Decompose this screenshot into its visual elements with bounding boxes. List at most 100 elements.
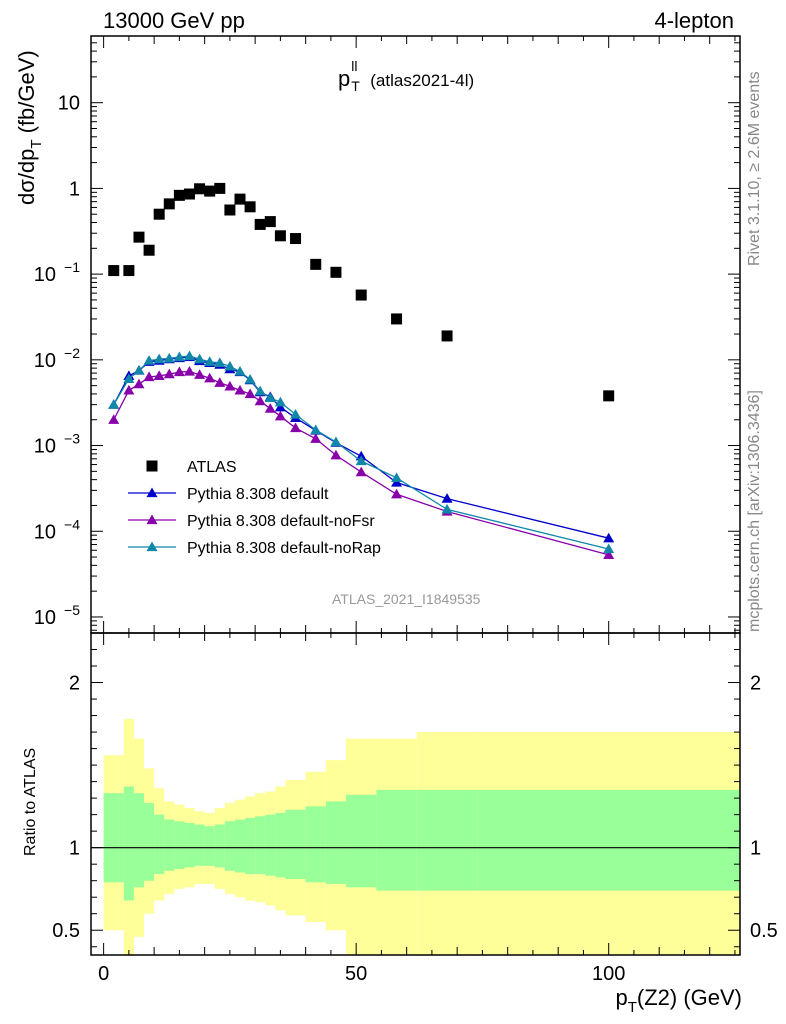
inner-band-bin — [184, 822, 195, 868]
data-point — [254, 395, 266, 406]
y-tick-label: 10 — [34, 436, 56, 458]
inner-band-bin — [325, 801, 347, 884]
data-point — [204, 372, 216, 383]
legend-marker — [146, 460, 158, 472]
inner-band-bin — [174, 821, 185, 870]
data-point-atlas — [274, 230, 286, 242]
ratio-y-tick-label: 0.5 — [52, 920, 80, 942]
data-point — [441, 503, 453, 514]
data-point — [153, 370, 165, 380]
watermark: ATLAS_2021_I1849535 — [332, 591, 481, 607]
x-axis-label-suffix: (Z2) (GeV) — [636, 985, 742, 1010]
data-point — [123, 384, 135, 395]
inner-band-bin — [103, 793, 119, 883]
data-point-atlas — [254, 218, 266, 230]
data-point — [310, 424, 322, 435]
channel-label: 4-lepton — [654, 8, 734, 33]
x-axis-label-main: p — [615, 985, 628, 1010]
x-tick-label: 0 — [98, 963, 109, 985]
data-point-atlas — [290, 233, 302, 245]
data-point — [214, 357, 226, 368]
y-tick-label-exponent: −4 — [64, 516, 80, 532]
inner-band-bin — [416, 789, 478, 891]
data-point-atlas — [264, 216, 276, 228]
data-point — [108, 414, 120, 424]
data-point — [274, 401, 286, 412]
inner-band-bin — [154, 814, 165, 875]
inner-band-bin — [275, 812, 286, 878]
main-panel: 10 1 10 −1 10 −2 10 −3 10 −4 10 −5 ATLAS Pythia 8.308… — [34, 35, 741, 634]
inner-band-bin — [204, 826, 215, 866]
inner-band-bin — [164, 819, 175, 871]
panel-title-main: p — [338, 66, 351, 91]
data-point — [274, 396, 286, 407]
data-point — [391, 472, 403, 482]
y-axis-label: dσ/dpT (fb/GeV) — [14, 50, 45, 205]
inner-band-bin — [214, 824, 225, 868]
y-tick-label-exponent: −1 — [64, 259, 80, 275]
panel-title-suffix: (atlas2021-4l) — [370, 71, 475, 90]
data-point-atlas — [603, 390, 615, 402]
data-point — [330, 436, 342, 447]
y-tick-label-exponent: −5 — [64, 602, 80, 618]
data-point — [173, 366, 185, 377]
data-point — [123, 373, 135, 383]
ratio-y-axis-label: Ratio to ATLAS — [22, 748, 40, 856]
mcplots-label: mcplots.cern.ch [arXiv:1306.3436] — [746, 390, 764, 632]
data-point — [603, 532, 615, 543]
inner-band-bin — [123, 786, 134, 901]
data-point — [290, 409, 302, 419]
data-point — [603, 543, 615, 554]
data-point — [603, 549, 615, 560]
inner-band-bin — [118, 793, 124, 883]
data-point-atlas — [153, 208, 165, 220]
data-point — [234, 366, 246, 376]
ratio-y-tick-label: 1 — [69, 838, 80, 860]
inner-band-bin — [133, 793, 145, 888]
data-point — [163, 368, 175, 379]
data-point — [254, 385, 266, 396]
data-point — [143, 371, 155, 382]
inner-band-bin — [285, 809, 306, 880]
data-point-atlas — [133, 231, 145, 243]
data-point — [183, 350, 195, 361]
data-point — [234, 384, 246, 395]
data-point — [153, 353, 165, 364]
data-point — [173, 351, 185, 362]
data-point-atlas — [108, 265, 120, 277]
data-point — [163, 352, 175, 363]
data-point-atlas — [355, 289, 367, 301]
y-tick-label: 10 — [34, 350, 56, 372]
data-point — [108, 399, 120, 409]
data-point — [264, 403, 276, 413]
ratio-y-tick-label-right: 1 — [750, 838, 761, 860]
data-point-atlas — [163, 198, 175, 210]
data-point — [441, 493, 453, 503]
y-axis-label-subscript: T — [28, 139, 45, 149]
inner-band-bin — [346, 794, 377, 888]
panel-title-superscript: ll — [351, 58, 358, 74]
legend-marker — [146, 541, 158, 552]
data-point — [194, 353, 206, 364]
x-axis-label-subscript: T — [627, 999, 637, 1016]
data-point-atlas — [310, 258, 322, 270]
legend-label: Pythia 8.308 default-noRap — [187, 540, 381, 557]
y-tick-label: 1 — [69, 178, 80, 200]
legend-label: Pythia 8.308 default — [187, 486, 329, 503]
inner-band-bin — [144, 803, 155, 881]
ratio-y-tick-label-right: 0.5 — [750, 920, 778, 942]
x-axis-label: pT(Z2) (GeV) — [615, 985, 742, 1016]
data-point — [224, 360, 236, 371]
rivet-label-text: Rivet 3.1.10, ≥ 2.6M events — [746, 71, 763, 266]
data-point-atlas — [173, 189, 185, 201]
legend-marker — [146, 514, 158, 525]
data-point — [290, 422, 302, 433]
data-point-atlas — [194, 183, 206, 195]
data-point-atlas — [330, 266, 342, 278]
data-point — [133, 365, 145, 375]
inner-band-bin — [245, 817, 256, 875]
y-tick-label: 10 — [34, 607, 56, 629]
ratio-y-tick-label: 2 — [69, 673, 80, 695]
data-point — [391, 488, 403, 499]
